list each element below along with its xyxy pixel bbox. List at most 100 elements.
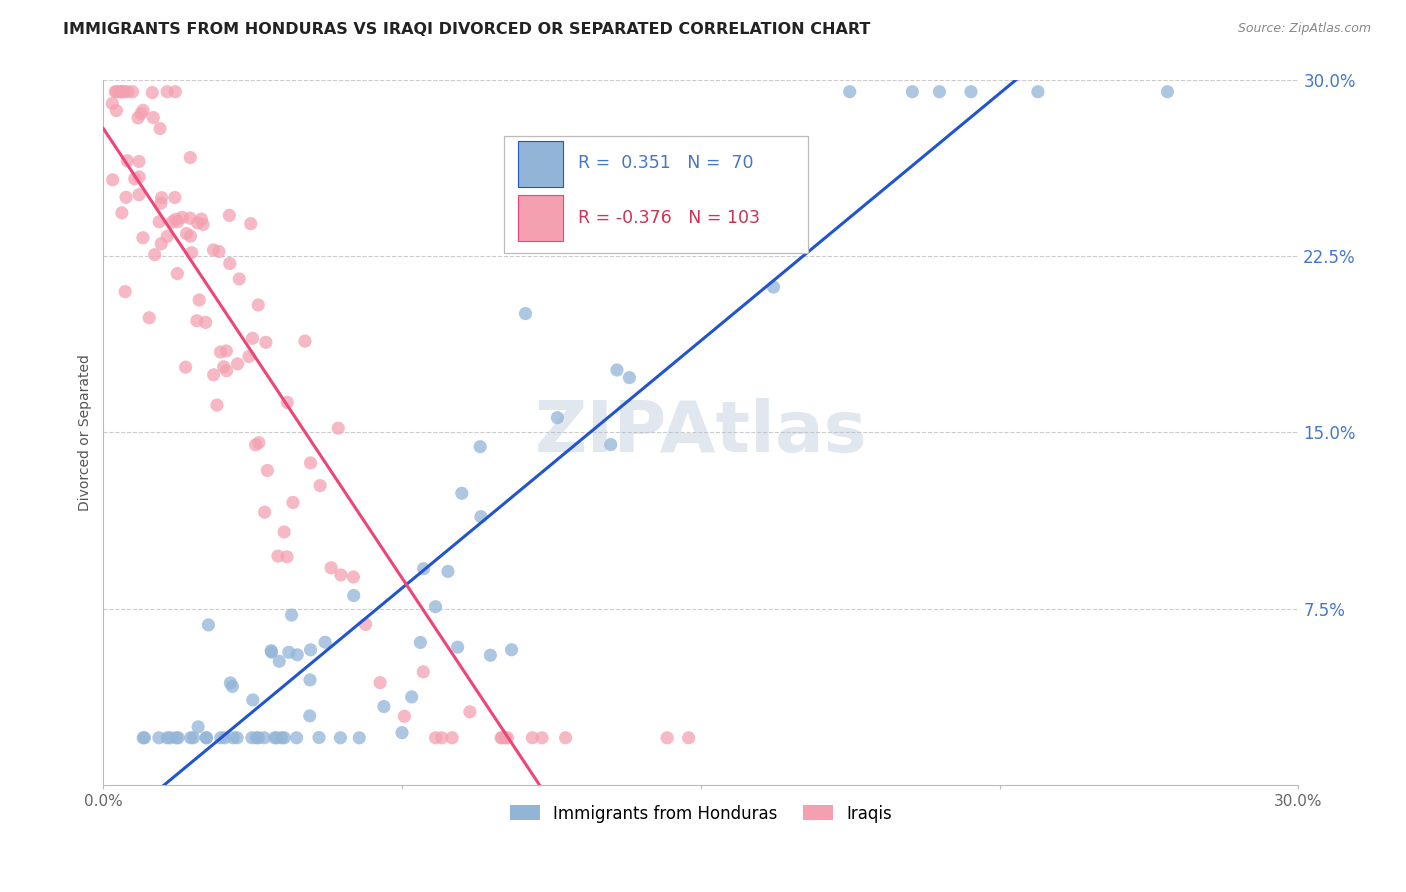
Point: [148, 215, 170, 229]
Point: [132, 231, 155, 245]
Point: [430, 731, 453, 745]
Point: [349, 731, 371, 745]
Point: [165, 731, 187, 745]
Text: R = -0.376   N = 103: R = -0.376 N = 103: [578, 209, 759, 227]
Point: [172, 211, 194, 225]
Point: [329, 731, 352, 745]
Point: [247, 298, 270, 312]
Point: [240, 731, 263, 745]
Point: [752, 148, 775, 162]
Point: [263, 731, 285, 745]
Point: [425, 731, 447, 745]
Point: [309, 478, 332, 492]
Point: [394, 709, 416, 723]
Point: [328, 421, 350, 435]
Point: [294, 334, 316, 348]
FancyBboxPatch shape: [517, 141, 564, 186]
Point: [762, 280, 785, 294]
Point: [188, 293, 211, 307]
Point: [176, 227, 198, 241]
Point: [167, 731, 190, 745]
Point: [165, 85, 187, 99]
Y-axis label: Divorced or Separated: Divorced or Separated: [79, 354, 93, 511]
Point: [501, 642, 523, 657]
Point: [179, 151, 201, 165]
Point: [267, 549, 290, 563]
Point: [329, 568, 352, 582]
Point: [112, 85, 135, 99]
Point: [212, 359, 235, 374]
Point: [159, 731, 181, 745]
Point: [308, 731, 330, 745]
Point: [1026, 85, 1049, 99]
Point: [260, 645, 283, 659]
Point: [194, 315, 217, 329]
Point: [208, 244, 231, 259]
Point: [531, 731, 554, 745]
Point: [238, 350, 260, 364]
Point: [285, 648, 308, 662]
Point: [245, 731, 267, 745]
Point: [150, 236, 173, 251]
Point: [105, 85, 128, 99]
Point: [391, 725, 413, 739]
Point: [166, 215, 188, 229]
Point: [226, 731, 249, 745]
Point: [253, 731, 276, 745]
Point: [242, 331, 264, 345]
Point: [260, 644, 283, 658]
Point: [101, 173, 124, 187]
Point: [470, 509, 492, 524]
Point: [437, 565, 460, 579]
Point: [205, 398, 228, 412]
Point: [110, 85, 132, 99]
Point: [373, 699, 395, 714]
Point: [129, 106, 152, 120]
Point: [138, 310, 160, 325]
Point: [276, 395, 298, 409]
Point: [606, 363, 628, 377]
Point: [111, 206, 134, 220]
Point: [425, 599, 447, 614]
Point: [142, 111, 165, 125]
Point: [269, 654, 291, 668]
Point: [657, 731, 679, 745]
Legend: Immigrants from Honduras, Iraqis: Immigrants from Honduras, Iraqis: [503, 798, 898, 830]
Point: [247, 435, 270, 450]
Point: [187, 720, 209, 734]
Point: [128, 187, 150, 202]
Point: [141, 86, 163, 100]
Point: [197, 618, 219, 632]
Point: [127, 111, 149, 125]
Point: [277, 645, 299, 659]
Point: [299, 643, 322, 657]
Point: [150, 191, 173, 205]
Point: [209, 731, 232, 745]
Point: [343, 589, 366, 603]
Point: [266, 731, 288, 745]
Point: [273, 524, 295, 539]
Point: [458, 705, 481, 719]
Point: [489, 731, 512, 745]
Point: [256, 463, 278, 477]
Point: [253, 505, 276, 519]
Point: [215, 364, 238, 378]
Point: [148, 731, 170, 745]
Point: [221, 680, 243, 694]
Point: [226, 357, 249, 371]
Point: [121, 85, 143, 99]
Point: [179, 229, 201, 244]
Point: [270, 731, 292, 745]
Point: [599, 437, 621, 451]
Point: [156, 85, 179, 99]
Text: Source: ZipAtlas.com: Source: ZipAtlas.com: [1237, 22, 1371, 36]
Point: [156, 731, 179, 745]
Point: [239, 217, 262, 231]
Point: [186, 216, 208, 230]
Point: [446, 640, 468, 655]
Point: [115, 190, 138, 204]
Point: [195, 731, 218, 745]
Point: [156, 229, 179, 244]
FancyBboxPatch shape: [517, 195, 564, 241]
Point: [104, 85, 127, 99]
